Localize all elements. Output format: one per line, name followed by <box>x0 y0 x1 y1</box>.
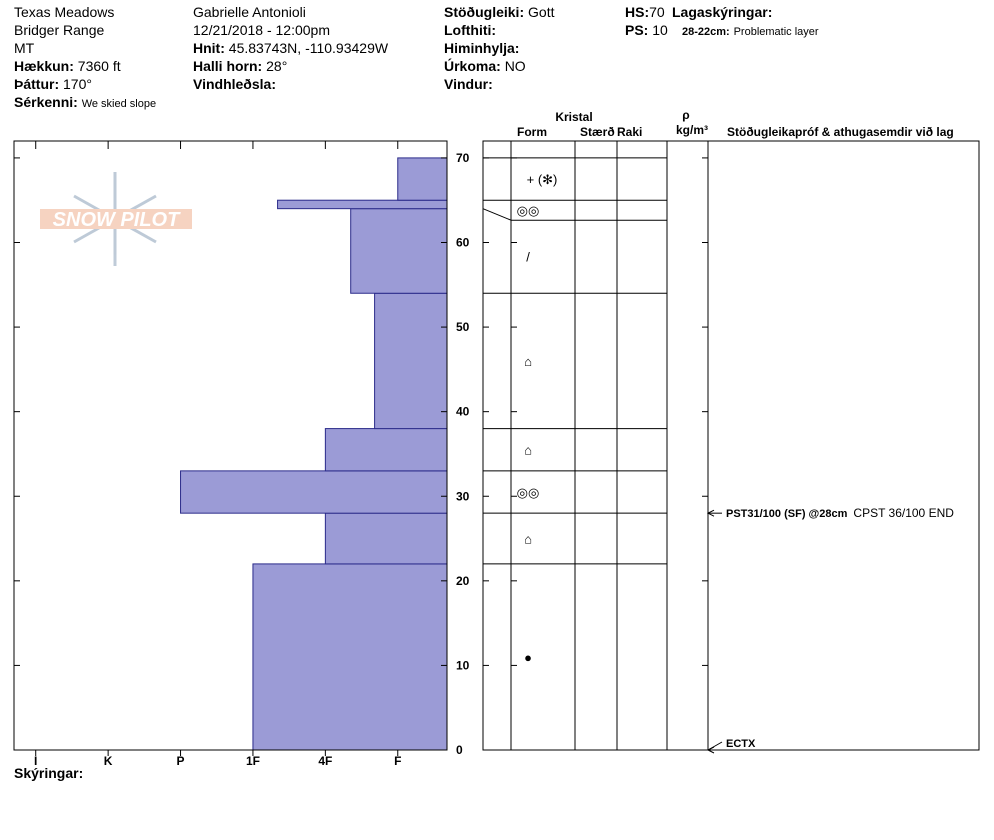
hardness-bar <box>350 208 448 294</box>
comments-clip: Stöðugleikapróf & athugasemdir við lag <box>727 125 954 139</box>
label: PS: <box>625 22 648 38</box>
label: HS: <box>625 4 649 20</box>
grain-form: ◎◎ <box>517 485 540 500</box>
label: Stöðugleiki: <box>444 4 524 20</box>
moisture-header: Raki <box>617 125 642 139</box>
observer: Gabrielle Antonioli <box>193 4 306 20</box>
y-tick-label: 20 <box>456 574 470 588</box>
y-tick-label: 50 <box>456 320 470 334</box>
x-tick-label: P <box>177 754 185 768</box>
density-unit: kg/m³ <box>676 123 708 137</box>
hardness-bar <box>180 470 448 514</box>
label: Hnit: <box>193 40 225 56</box>
features: Sérkenni: We skied slope <box>14 94 156 110</box>
logo: SNOW PILOT <box>40 172 192 266</box>
y-tick-label: 70 <box>456 151 470 165</box>
datetime: 12/21/2018 - 12:00pm <box>193 22 330 38</box>
y-tick-label: 60 <box>456 236 470 250</box>
grain-form: ⌂ <box>524 443 532 458</box>
label: Sérkenni: <box>14 94 78 110</box>
test-label: ECTX <box>726 738 756 750</box>
test-label: PST31/100 (SF) @28cm <box>726 508 848 520</box>
air-temp: Lofthiti: <box>444 22 496 38</box>
comments-header: Stöðugleikapróf & athugasemdir við lag <box>727 125 954 139</box>
value: NO <box>505 58 526 74</box>
hardness-bar <box>324 428 448 472</box>
crystal-header: Kristal <box>555 110 592 124</box>
value: 170° <box>63 76 92 92</box>
y-tick-label: 0 <box>456 743 463 757</box>
hardness-bar <box>277 199 448 210</box>
y-tick-label: 30 <box>456 489 470 503</box>
grain-form: ● <box>524 650 532 665</box>
size-header: Stærð <box>580 125 615 139</box>
slope: Halli horn: 28° <box>193 58 287 74</box>
arrow-head <box>706 746 715 754</box>
grain-form: ⌂ <box>524 532 532 547</box>
grain-form: ⌂ <box>524 354 532 369</box>
hs: HS:70 <box>625 4 665 20</box>
label: Halli horn: <box>193 58 262 74</box>
density-symbol: ρ <box>682 108 689 122</box>
layer-notes-title: Lagaskýringar: <box>672 4 772 20</box>
aspect: Þáttur: 170° <box>14 76 92 92</box>
x-tick-label: 1F <box>246 754 260 768</box>
test-comment: CPST 36/100 END <box>853 506 954 520</box>
hardness-bar <box>324 512 448 565</box>
test-result: PST31/100 (SF) @28cm CPST 36/100 END <box>726 506 954 520</box>
ps: PS: 10 <box>625 22 668 38</box>
y-tick-label: 10 <box>456 658 470 672</box>
state: MT <box>14 40 35 56</box>
value: 10 <box>652 22 668 38</box>
grain-form: / <box>526 250 530 265</box>
form-header: Form <box>517 125 547 139</box>
layer-table <box>482 140 980 751</box>
legend-label: Skýringar: <box>14 765 83 781</box>
range: 28-22cm: <box>682 26 730 38</box>
note: Problematic layer <box>734 26 819 38</box>
value: 28° <box>266 58 287 74</box>
value: Gott <box>528 4 555 20</box>
wind: Vindur: <box>444 76 493 92</box>
precip: Úrkoma: NO <box>444 57 526 74</box>
value: We skied slope <box>82 98 156 110</box>
y-tick-label: 40 <box>456 405 470 419</box>
layer-note: 28-22cm: Problematic layer <box>682 22 819 38</box>
coords: Hnit: 45.83743N, -110.93429W <box>193 40 389 56</box>
x-tick-label: F <box>394 754 401 768</box>
test-result: ECTX <box>726 738 756 750</box>
grain-form: + (✻) <box>527 172 558 187</box>
label: Hækkun: <box>14 58 74 74</box>
grain-form: ◎◎ <box>517 203 540 218</box>
hardness-bar <box>374 292 448 430</box>
wind-loading: Vindhleðsla: <box>193 76 276 92</box>
arrow-head <box>706 509 715 517</box>
hardness-bar <box>397 157 448 201</box>
stability: Stöðugleiki: Gott <box>444 4 555 20</box>
hardness-bar <box>252 563 448 751</box>
x-tick-label: I <box>34 754 37 768</box>
x-tick-label: K <box>104 754 113 768</box>
value: 45.83743N, -110.93429W <box>229 40 389 56</box>
x-tick-label: 4F <box>318 754 332 768</box>
sky: Himinhylja: <box>444 40 519 56</box>
label: Þáttur: <box>14 76 59 92</box>
range: Bridger Range <box>14 22 104 38</box>
logo-text: SNOW PILOT <box>53 209 181 231</box>
elevation: Hækkun: 7360 ft <box>14 58 121 74</box>
label: Úrkoma: <box>444 57 501 74</box>
hardness-frame <box>13 140 448 751</box>
value: 70 <box>649 4 665 20</box>
value: 7360 ft <box>78 58 121 74</box>
connector <box>482 208 512 221</box>
site: Texas Meadows <box>14 4 114 20</box>
